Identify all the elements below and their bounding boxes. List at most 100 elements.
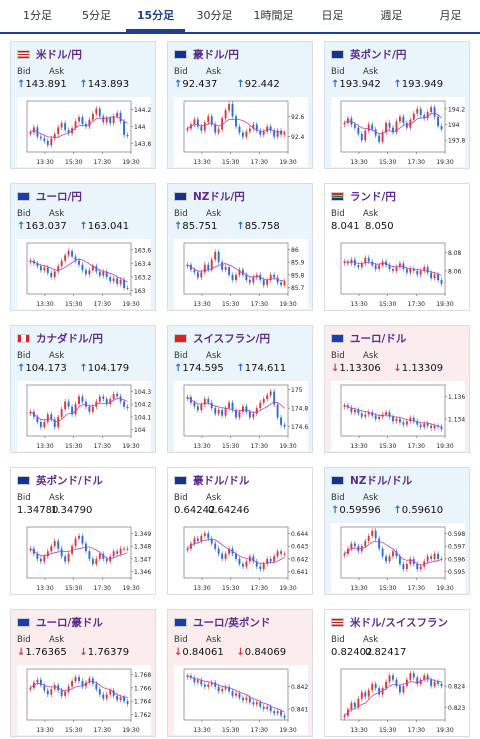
mini-chart[interactable]: 1.136 1.134 13:30 15:30 17:30 19:30 <box>331 381 465 451</box>
pair-name[interactable]: カナダドル/円 <box>36 332 103 345</box>
mini-chart[interactable]: 175 174.8 174.6 13:30 15:30 17:30 19:30 <box>174 381 308 451</box>
pair-name[interactable]: ユーロ/ドル <box>350 332 407 345</box>
tab-5[interactable]: 日足 <box>321 9 344 22</box>
candle-body <box>405 563 408 570</box>
candle-body <box>210 682 213 685</box>
candle-body <box>112 278 115 282</box>
au-flag-icon <box>174 49 187 59</box>
tab-4[interactable]: 1時間足 <box>253 9 294 22</box>
mini-chart[interactable]: 1.349 1.348 1.347 1.346 13:30 15:30 17:30 19:30 <box>17 523 151 593</box>
candle-body <box>283 424 286 427</box>
candle-body <box>276 551 279 557</box>
candle-body <box>364 414 367 417</box>
x-tick-label: 15:30 <box>379 585 396 592</box>
pair-name[interactable]: NZドル/円 <box>193 190 245 203</box>
mini-chart[interactable]: 104.3 104.2 104.1 104 13:30 15:30 17:30 19:30 <box>17 381 151 451</box>
ask-label: Ask <box>363 635 379 645</box>
candle-body <box>402 686 405 693</box>
candle-body <box>405 122 408 128</box>
candle-body <box>98 271 101 276</box>
rate-card[interactable]: 豪ドル/円 Bid Ask ↑92.437 ↑92.442 92.6 92.4 13:3… <box>167 41 313 169</box>
tab-3[interactable]: 30分足 <box>196 9 233 22</box>
rate-card[interactable]: 英ポンド/ドル Bid Ask 1.347801.34790 1.349 1.348… <box>10 467 156 595</box>
tab-7[interactable]: 月足 <box>439 9 462 22</box>
candle-body <box>64 255 67 261</box>
ask-label: Ask <box>363 351 379 361</box>
candle-body <box>98 689 101 695</box>
x-tick-label: 17:30 <box>251 159 268 166</box>
pair-name[interactable]: 豪ドル/ドル <box>193 474 250 487</box>
mini-chart[interactable]: 0.842 0.841 13:30 15:30 17:30 19:30 <box>174 665 308 735</box>
tab-2[interactable]: 15分足 <box>126 0 185 32</box>
candle-body <box>280 551 283 554</box>
mini-chart[interactable]: 8.08 8.06 13:30 15:30 17:30 19:30 <box>331 239 465 309</box>
bid-value: 85.751 <box>182 221 218 232</box>
mini-chart[interactable]: 0.598 0.597 0.596 0.595 13:30 15:30 17:30 19:30 <box>331 523 465 593</box>
x-tick-label: 15:30 <box>65 585 82 592</box>
candle-body <box>395 679 398 686</box>
pair-name[interactable]: ランド/円 <box>350 190 396 203</box>
rate-card[interactable]: NZドル/ドル Bid Ask ↑0.59596 ↑0.59610 0.598 0.5… <box>324 467 470 595</box>
pair-name[interactable]: 英ポンド/ドル <box>36 474 103 487</box>
pair-name[interactable]: 米ドル/スイスフラン <box>350 616 449 629</box>
candle-body <box>374 530 377 539</box>
candle-body <box>221 688 224 692</box>
rate-card[interactable]: ユーロ/英ポンド Bid Ask ↓0.84061 ↓0.84069 0.842 0.… <box>167 609 313 737</box>
candle-body <box>350 407 353 413</box>
mini-chart[interactable]: 0.824 0.823 13:30 15:30 17:30 19:30 <box>331 665 465 735</box>
mini-chart[interactable]: 194.2 194 193.8 13:30 15:30 17:30 19:30 <box>331 97 465 167</box>
y-tick-label: 194.2 <box>448 106 465 113</box>
bid-ask-labels: Bid Ask <box>17 209 81 219</box>
candle-body <box>266 558 269 564</box>
rate-card[interactable]: スイスフラン/円 Bid Ask ↑174.595 ↑174.611 175 174.… <box>167 325 313 453</box>
candle-body <box>426 111 429 119</box>
up-arrow-icon: ↑ <box>174 221 183 232</box>
tab-6[interactable]: 週足 <box>380 9 403 22</box>
x-tick-label: 13:30 <box>36 585 53 592</box>
mini-chart[interactable]: 92.6 92.4 13:30 15:30 17:30 19:30 <box>174 97 308 167</box>
moving-average-line <box>30 116 128 138</box>
bid-value: 92.437 <box>182 79 218 90</box>
candle-body <box>228 402 231 409</box>
rate-card[interactable]: 豪ドル/ドル Bid Ask 0.642420.64246 0.644 0.643 0… <box>167 467 313 595</box>
candle-body <box>357 409 360 414</box>
rate-card[interactable]: NZドル/円 Bid Ask ↑85.751 ↑85.758 86 85.9 85.8 8… <box>167 183 313 311</box>
candle-body <box>200 404 203 411</box>
tab-0[interactable]: 1分足 <box>23 9 52 22</box>
y-tick-label: 174.8 <box>291 406 308 413</box>
tab-1[interactable]: 5分足 <box>82 9 111 22</box>
pair-name[interactable]: ユーロ/円 <box>36 190 82 203</box>
candle-body <box>273 130 276 137</box>
rate-card[interactable]: 米ドル/円 Bid Ask ↑143.891 ↑143.893 144.2 144 14… <box>10 41 156 169</box>
mini-chart[interactable]: 86 85.9 85.8 85.7 13:30 15:30 17:30 19:30 <box>174 239 308 309</box>
pair-name[interactable]: 米ドル/円 <box>36 48 82 61</box>
rate-card[interactable]: 英ポンド/円 Bid Ask ↑193.942 ↑193.949 194.2 194 1… <box>324 41 470 169</box>
candle-body <box>74 404 77 415</box>
mini-chart[interactable]: 144.2 144 143.8 13:30 15:30 17:30 19:30 <box>17 97 151 167</box>
pair-name[interactable]: NZドル/ドル <box>350 474 413 487</box>
rate-card[interactable]: ユーロ/豪ドル Bid Ask ↓1.76365 ↓1.76379 1.768 1.7… <box>10 609 156 737</box>
moving-average-line <box>344 405 442 428</box>
candle-body <box>200 680 203 685</box>
pair-name[interactable]: 英ポンド/円 <box>350 48 407 61</box>
eu-flag-icon <box>331 333 344 343</box>
rate-card[interactable]: カナダドル/円 Bid Ask ↑104.173 ↑104.179 104.3 104… <box>10 325 156 453</box>
rate-card[interactable]: ランド/円 Bid Ask 8.041 8.050 8.08 8.06 13:30 15:… <box>324 183 470 311</box>
pair-name[interactable]: 豪ドル/円 <box>193 48 239 61</box>
candle-body <box>269 391 272 396</box>
mini-chart[interactable]: 0.644 0.643 0.642 0.641 13:30 15:30 17:30 19:30 <box>174 523 308 593</box>
pair-name[interactable]: ユーロ/豪ドル <box>36 616 103 629</box>
candle-body <box>46 267 49 273</box>
candle-body <box>245 406 248 412</box>
x-tick-label: 13:30 <box>36 443 53 450</box>
candle-body <box>360 413 363 417</box>
rate-card[interactable]: ユーロ/ドル Bid Ask ↓1.13306 ↓1.13309 1.136 1.13… <box>324 325 470 453</box>
card-header: カナダドル/円 <box>17 331 103 345</box>
mini-chart[interactable]: 163.6 163.4 163.2 163 13:30 15:30 17:30 19:30 <box>17 239 151 309</box>
rate-card[interactable]: ユーロ/円 Bid Ask ↑163.037 ↑163.041 163.6 163.4… <box>10 183 156 311</box>
candle-body <box>78 396 80 405</box>
rate-card[interactable]: 米ドル/スイスフラン Bid Ask 0.824020.82417 0.824 0.… <box>324 609 470 737</box>
pair-name[interactable]: ユーロ/英ポンド <box>193 616 271 629</box>
mini-chart[interactable]: 1.768 1.766 1.764 1.762 13:30 15:30 17:30 19:30 <box>17 665 151 735</box>
pair-name[interactable]: スイスフラン/円 <box>193 332 271 345</box>
